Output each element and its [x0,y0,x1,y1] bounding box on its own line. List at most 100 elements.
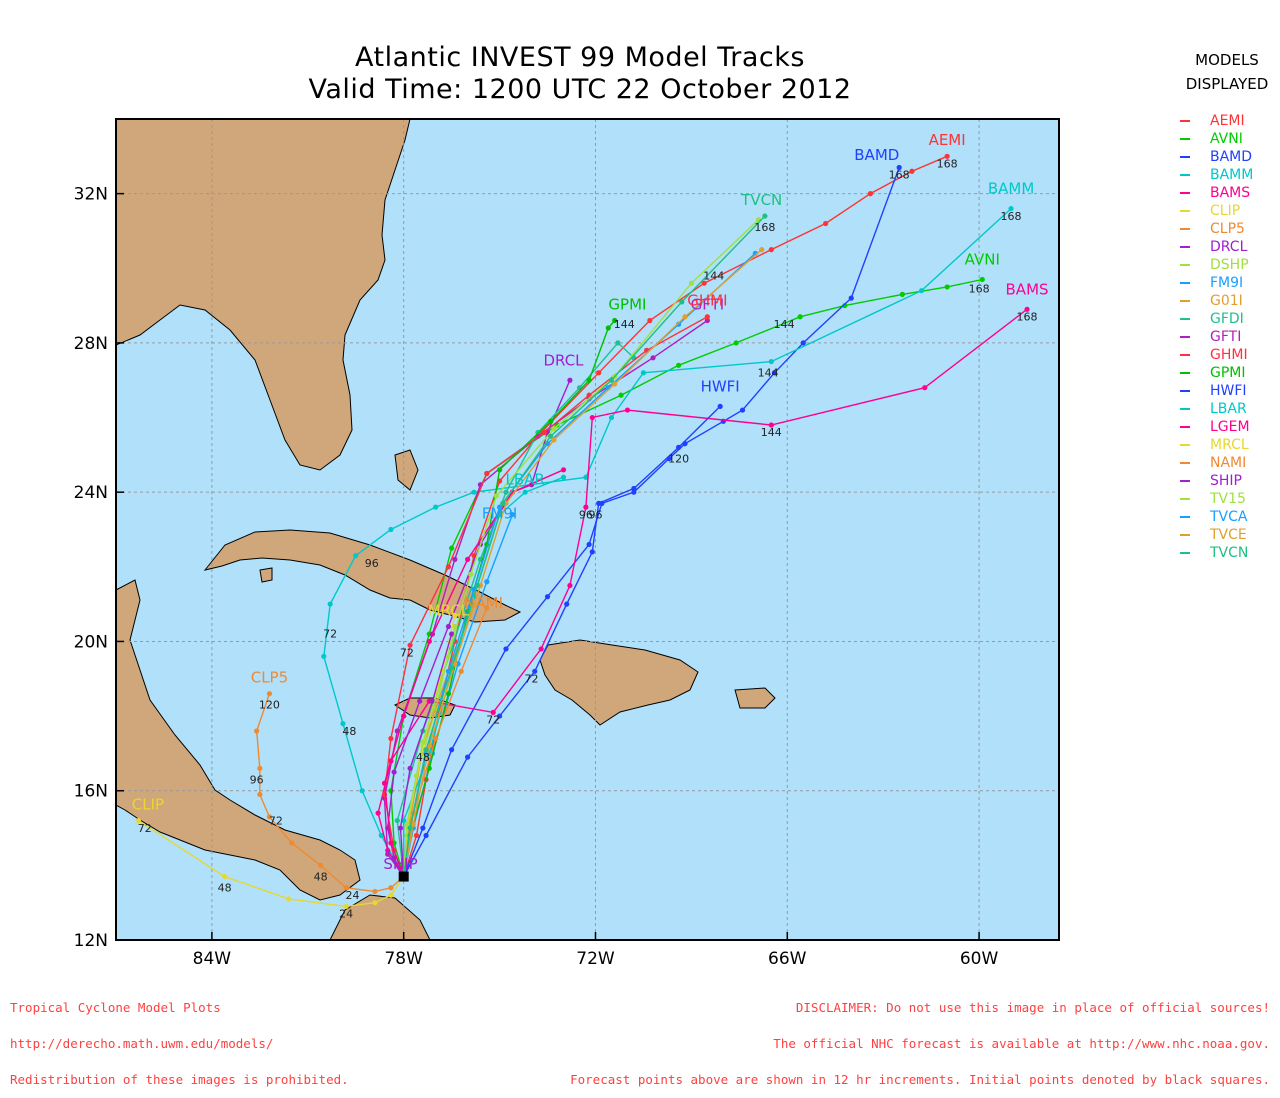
track-point [353,553,359,559]
legend-item-lgem: LGEM [1180,418,1280,436]
legend-swatch [1180,120,1190,122]
track-point [327,601,333,607]
track-label: HWFI [701,377,740,395]
track-point [496,467,503,473]
track-point [426,765,432,771]
track-line [377,308,1028,877]
track-point [317,862,324,868]
land-bahamas-andros [394,449,419,491]
y-tick-label: 16N [74,782,108,802]
legend-label: SHIP [1210,473,1242,489]
track-point [420,825,426,831]
legend-label: BAMD [1210,149,1253,165]
hour-label: 144 [761,426,782,439]
track-point [1024,306,1030,312]
track-point [445,653,452,659]
land-hispaniola [539,639,699,726]
track-bams [375,306,1030,877]
track-point [848,295,854,301]
track-point [257,765,263,771]
track-point [676,362,682,368]
hour-label: 168 [1001,210,1022,223]
track-point [266,814,273,820]
track-point [768,358,774,365]
track-point [420,739,426,745]
legend-label: DSHP [1210,257,1249,273]
legend-label: TVCA [1210,509,1248,525]
track-point [465,754,471,760]
legend-swatch [1180,480,1190,482]
track-point [918,288,925,294]
hour-label: 72 [525,673,539,686]
track-label: BAMS [1006,280,1049,298]
track-point [286,896,292,902]
track-point [388,885,394,891]
land-north-america [116,119,411,471]
track-point [797,314,803,320]
track-point [407,765,413,771]
track-point [771,370,778,376]
legend-swatch [1180,534,1190,536]
y-tick-label: 28N [74,334,108,354]
track-point [468,571,474,577]
track-point [410,821,416,827]
track-point [407,825,413,831]
track-point [445,691,452,697]
track-label: BAMD [854,146,899,164]
track-point [618,392,624,398]
legend-label: CLP5 [1210,221,1245,237]
track-point [608,377,615,383]
track-map: AEMI 168 AVNI 144 168 BAMD 168 BAMM 96 72 48 144 168… [74,118,1060,969]
track-point [449,747,455,753]
footer-left-line3: Redistribution of these images is prohib… [10,1072,349,1087]
track-point [615,340,621,346]
track-point [423,747,429,753]
track-label: GHMI [687,292,727,310]
track-tvcn [403,213,768,877]
hour-label: 168 [969,283,990,296]
legend-item-gpmi: GPMI [1180,364,1280,382]
track-point [433,504,439,510]
track-line [403,249,763,877]
legend-title-line2: DISPLAYED [1185,75,1269,93]
legend-label: LBAR [1210,401,1247,417]
track-point [465,556,471,562]
x-tick-label: 84W [193,949,232,969]
hour-label: 96 [579,508,593,521]
hour-label: 168 [754,221,775,234]
track-point [407,642,413,648]
hour-label: 144 [774,318,795,331]
legend-title: MODELS DISPLAYED [1172,48,1280,96]
legend-title-line1: MODELS [1195,51,1259,69]
track-point [560,467,567,473]
track-point [704,314,710,320]
track-point [768,247,774,253]
track-point [423,832,429,839]
hour-label: 72 [269,814,283,827]
track-point [484,605,490,611]
legend-swatch [1180,210,1190,212]
x-tick-label: 66W [768,949,807,969]
track-point [388,735,394,742]
hour-label: 72 [138,822,152,835]
track-point [490,709,496,715]
track-point [676,444,682,450]
track-point [704,317,710,324]
chart-title-line2: Valid Time: 1200 UTC 22 October 2012 [308,74,852,105]
hour-label: 120 [259,699,280,712]
track-point [640,370,647,376]
track-point [509,511,515,518]
track-point [388,840,394,846]
track-point [647,317,653,324]
legend-item-dshp: DSHP [1180,256,1280,274]
track-clp5 [254,691,405,895]
track-line [403,155,948,877]
track-point [343,885,349,891]
legend-label: NAMI [1210,455,1247,471]
hour-label: 144 [758,366,779,379]
model-labels: AEMI 168 AVNI 144 168 BAMD 168 BAMM 96 72 48 144 168… [132,131,1049,920]
hour-label: 72 [400,646,414,659]
hour-label: 144 [703,269,724,282]
track-point [979,276,985,283]
legend-item-fm9i: FM9I [1180,274,1280,292]
